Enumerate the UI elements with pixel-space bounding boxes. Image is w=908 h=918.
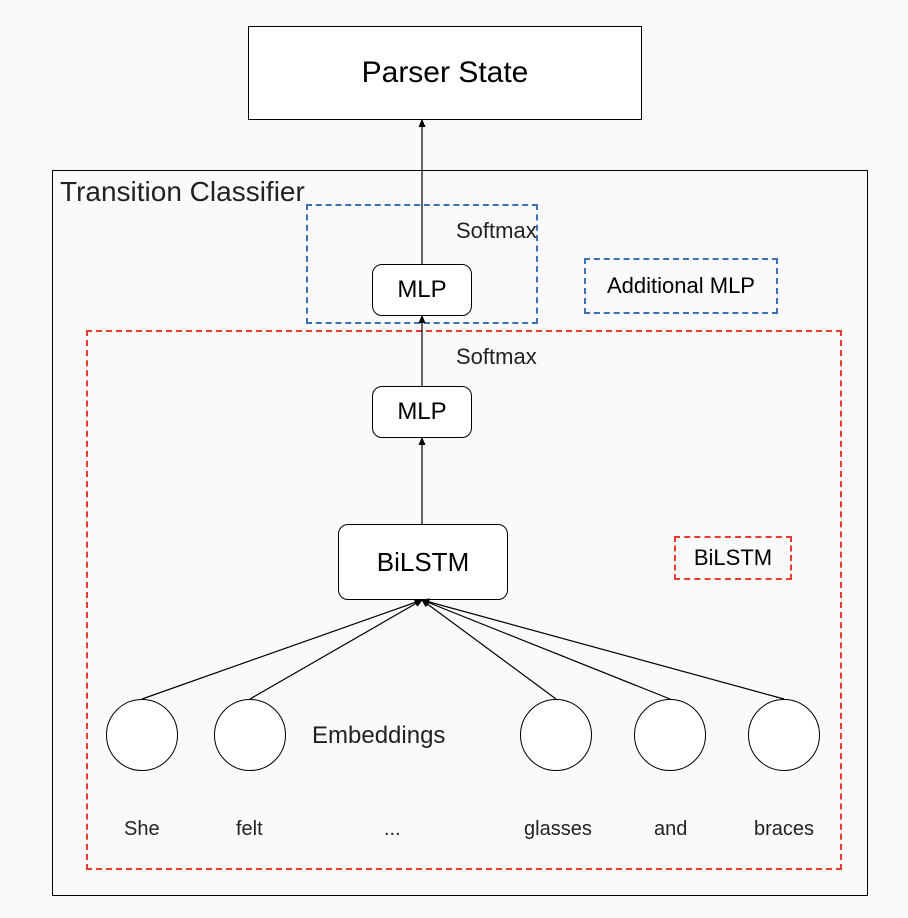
bilstm-label: BiLSTM — [377, 547, 469, 578]
mlp-top-box: MLP — [372, 264, 472, 316]
embedding-word: felt — [236, 818, 263, 841]
bilstm-box: BiLSTM — [338, 524, 508, 600]
parser-state-box: Parser State — [248, 26, 642, 120]
bilstm-legend: BiLSTM — [674, 536, 792, 580]
bilstm-legend-label: BiLSTM — [694, 545, 772, 571]
mlp-mid-label: MLP — [397, 398, 446, 426]
embedding-circle — [748, 699, 820, 771]
embedding-word: braces — [754, 818, 814, 841]
mlp-top-label: MLP — [397, 276, 446, 304]
softmax-top-label: Softmax — [456, 218, 537, 244]
softmax-mid-label: Softmax — [456, 344, 537, 370]
additional-mlp-label: Additional MLP — [607, 273, 755, 299]
embedding-word: ... — [384, 818, 401, 841]
embedding-circle — [106, 699, 178, 771]
mlp-mid-box: MLP — [372, 386, 472, 438]
embedding-circle — [634, 699, 706, 771]
embedding-circle — [214, 699, 286, 771]
embedding-word: She — [124, 818, 160, 841]
additional-mlp-legend: Additional MLP — [584, 258, 778, 314]
embeddings-label: Embeddings — [312, 722, 445, 750]
parser-state-label: Parser State — [362, 56, 529, 90]
embedding-word: and — [654, 818, 687, 841]
embedding-word: glasses — [524, 818, 592, 841]
transition-classifier-title: Transition Classifier — [60, 176, 305, 208]
embedding-circle — [520, 699, 592, 771]
